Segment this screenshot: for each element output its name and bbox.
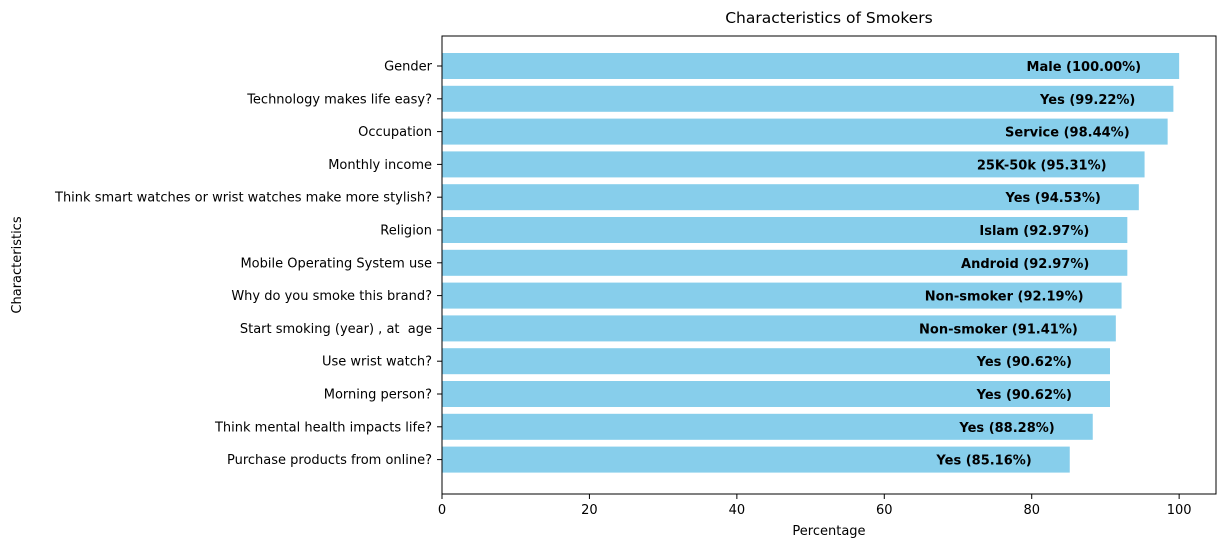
- bar: [442, 151, 1145, 178]
- data-label: Yes (94.53%): [1004, 191, 1100, 206]
- data-label: Service (98.44%): [1005, 126, 1130, 141]
- data-label: Non-smoker (91.41%): [919, 322, 1078, 337]
- x-tick-label: 0: [438, 503, 446, 518]
- y-tick-label: Why do you smoke this brand?: [231, 289, 432, 304]
- y-tick-label: Start smoking (year) , at age: [240, 322, 432, 337]
- x-axis-ticks: 0 20 40 60 80 100: [438, 494, 1192, 518]
- data-label: Yes (99.22%): [1039, 93, 1135, 108]
- data-label: 25K-50k (95.31%): [977, 158, 1107, 173]
- x-tick-label: 100: [1167, 503, 1192, 518]
- data-label: Male (100.00%): [1027, 60, 1142, 75]
- y-tick-label: Use wrist watch?: [322, 355, 432, 370]
- y-tick-label: Occupation: [358, 125, 432, 140]
- x-tick-label: 20: [581, 503, 598, 518]
- y-tick-label: Mobile Operating System use: [240, 256, 432, 271]
- x-tick-label: 40: [729, 503, 746, 518]
- y-tick-labels: Gender Technology makes life easy? Occupat…: [54, 60, 442, 468]
- x-tick-label: 80: [1023, 503, 1040, 518]
- bar: [442, 118, 1168, 145]
- y-tick-label: Technology makes life easy?: [246, 92, 432, 107]
- y-tick-label: Morning person?: [324, 388, 432, 403]
- x-tick-label: 60: [876, 503, 893, 518]
- bar: [442, 184, 1139, 211]
- y-tick-label: Gender: [384, 60, 433, 75]
- bar: [442, 413, 1093, 440]
- chart-title: Characteristics of Smokers: [725, 9, 933, 27]
- bar: [442, 381, 1110, 407]
- bar: [442, 53, 1180, 79]
- data-label: Yes (85.16%): [935, 454, 1031, 469]
- bar: [442, 315, 1116, 342]
- data-label: Yes (88.28%): [958, 421, 1054, 436]
- data-label: Yes (90.62%): [976, 355, 1072, 370]
- x-axis-label: Percentage: [792, 524, 865, 539]
- plot-frame: [441, 35, 1217, 495]
- bar: [442, 249, 1128, 276]
- bar: [442, 348, 1110, 375]
- y-tick-label: Religion: [380, 224, 432, 239]
- data-label: Non-smoker (92.19%): [925, 290, 1084, 305]
- bar: [442, 282, 1122, 309]
- y-tick-label: Think mental health impacts life?: [214, 420, 432, 435]
- bar: [442, 85, 1174, 112]
- bars-layer: Male (100.00%) Yes (99.22%) Service (98.44…: [442, 53, 1180, 473]
- y-tick-label: Monthly income: [328, 158, 432, 173]
- y-tick-label: Think smart watches or wrist watches mak…: [54, 191, 432, 206]
- y-tick-label: Purchase products from online?: [227, 453, 432, 468]
- data-label: Yes (90.62%): [976, 388, 1072, 403]
- data-label: Islam (92.97%): [979, 224, 1089, 239]
- y-axis-label: Characteristics: [10, 216, 25, 313]
- bar: [442, 217, 1128, 243]
- data-label: Android (92.97%): [961, 257, 1089, 272]
- bar: [442, 446, 1070, 473]
